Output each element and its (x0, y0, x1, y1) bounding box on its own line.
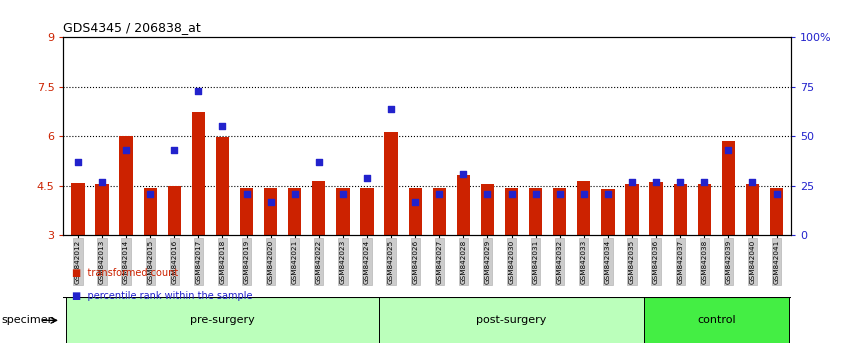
Bar (384, 132, 398, 235)
Point (168, 147, 181, 153)
Text: ■  transformed count: ■ transformed count (72, 268, 179, 278)
Point (529, 191, 542, 196)
Point (457, 171, 470, 177)
Point (144, 191, 157, 196)
Point (191, 88, 205, 93)
Text: specimen: specimen (2, 315, 56, 325)
Bar (577, 181, 591, 235)
Bar (644, 297, 788, 343)
Point (577, 191, 591, 196)
Point (312, 159, 326, 165)
Bar (96, 184, 108, 235)
Bar (119, 136, 133, 235)
Bar (216, 137, 229, 235)
Bar (722, 141, 735, 235)
Text: pre-surgery: pre-surgery (190, 315, 255, 325)
Point (409, 199, 422, 205)
Point (625, 179, 639, 185)
Bar (770, 188, 783, 235)
Text: GDS4345 / 206838_at: GDS4345 / 206838_at (63, 21, 201, 34)
Bar (168, 186, 181, 235)
Point (264, 199, 277, 205)
Point (505, 191, 519, 196)
Point (673, 179, 687, 185)
Text: ■  percentile rank within the sample: ■ percentile rank within the sample (72, 291, 252, 301)
Bar (457, 175, 470, 235)
Bar (288, 188, 301, 235)
Point (384, 106, 398, 112)
Point (71, 159, 85, 165)
Point (288, 191, 301, 196)
Bar (746, 184, 759, 235)
Bar (481, 184, 494, 235)
Text: post-surgery: post-surgery (476, 315, 547, 325)
Point (553, 191, 567, 196)
Bar (192, 112, 205, 235)
Point (96, 179, 109, 185)
Bar (650, 182, 662, 235)
Bar (71, 183, 85, 235)
Bar (529, 188, 542, 235)
Point (239, 191, 253, 196)
Bar (625, 184, 639, 235)
Bar (264, 188, 277, 235)
Point (481, 191, 494, 196)
Point (770, 191, 783, 196)
Point (722, 147, 735, 153)
Point (650, 179, 663, 185)
Bar (379, 297, 644, 343)
Bar (673, 184, 687, 235)
Bar (409, 188, 422, 235)
Bar (240, 188, 253, 235)
Bar (144, 188, 157, 235)
Bar (432, 188, 446, 235)
Bar (505, 188, 518, 235)
Point (336, 191, 349, 196)
Point (697, 179, 711, 185)
Bar (66, 297, 379, 343)
Bar (336, 188, 349, 235)
Text: control: control (697, 315, 736, 325)
Point (602, 191, 615, 196)
Point (432, 191, 446, 196)
Bar (312, 181, 326, 235)
Point (745, 179, 759, 185)
Bar (698, 184, 711, 235)
Point (119, 147, 133, 153)
Bar (602, 189, 614, 235)
Bar (360, 188, 374, 235)
Bar (553, 188, 566, 235)
Point (216, 124, 229, 129)
Point (360, 175, 374, 181)
